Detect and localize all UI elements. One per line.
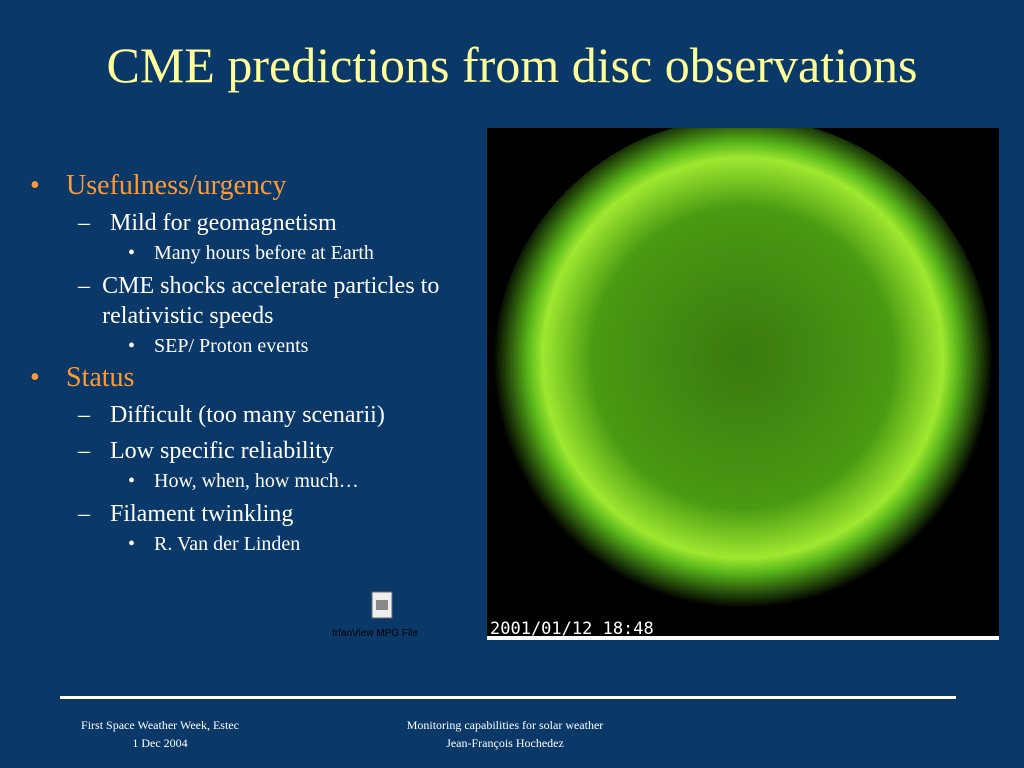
sub-bullet: – CME shocks accelerate particles to rela… <box>78 271 490 331</box>
sub-bullet: – Mild for geomagnetism <box>78 208 490 238</box>
footer-text: 1 Dec 2004 <box>132 736 188 750</box>
bullet-marker: • <box>128 242 136 264</box>
footer-text: Monitoring capabilities for solar weathe… <box>406 718 604 732</box>
bullet-text: Mild for geomagnetism <box>110 210 337 236</box>
bullet-marker: • <box>30 170 40 201</box>
bullet-marker: • <box>128 470 136 492</box>
file-icon[interactable] <box>368 590 398 622</box>
bullet-marker: – <box>78 501 90 527</box>
bullet: • Status <box>30 362 490 394</box>
bullet-text: Usefulness/urgency <box>66 170 287 201</box>
title: CME predictions from disc observations <box>106 37 918 93</box>
bullet-marker: – <box>78 210 90 236</box>
sub-bullet: – Low specific reliability <box>78 436 490 466</box>
sub-sub-bullet: • How, when, how much… <box>128 470 490 493</box>
bullet-marker: • <box>128 335 136 357</box>
bullet: • Usefulness/urgency <box>30 170 490 202</box>
bullet-marker: • <box>128 533 136 555</box>
sub-bullet: – Difficult (too many scenarii) <box>78 400 490 430</box>
footer-text: First Space Weather Week, Estec <box>81 718 239 732</box>
footer-left: First Space Weather Week, Estec 1 Dec 20… <box>50 716 270 752</box>
footer-text: Jean-François Hochedez <box>446 736 564 750</box>
sub-bullet: – Filament twinkling <box>78 499 490 529</box>
footer-rule <box>60 696 956 699</box>
bullet-text: How, when, how much… <box>154 470 359 492</box>
bullet-text: Difficult (too many scenarii) <box>110 402 385 428</box>
bullet-marker: – <box>78 438 90 464</box>
sun-image <box>487 128 999 640</box>
bullet-text: Status <box>66 362 135 393</box>
bullet-list: • Usefulness/urgency – Mild for geomagnetis… <box>30 166 490 560</box>
footer-right: Monitoring capabilities for solar weathe… <box>370 716 640 752</box>
bullet-text: R. Van der Linden <box>154 533 301 555</box>
bullet-text: SEP/ Proton events <box>154 335 309 357</box>
sub-sub-bullet: • Many hours before at Earth <box>128 242 490 265</box>
sub-sub-bullet: • SEP/ Proton events <box>128 335 490 358</box>
file-icon-label[interactable]: IrfanView MPG File <box>332 628 418 639</box>
timestamp: 2001/01/12 18:48 <box>490 619 654 639</box>
bullet-text: Filament twinkling <box>110 501 294 527</box>
bullet-text: Many hours before at Earth <box>154 242 374 264</box>
bullet-text: CME shocks accelerate particles to relat… <box>102 273 440 329</box>
bullet-marker: • <box>30 362 40 393</box>
bullet-text: Low specific reliability <box>110 438 334 464</box>
bullet-marker: – <box>78 273 90 299</box>
sub-sub-bullet: • R. Van der Linden <box>128 533 490 556</box>
bullet-marker: – <box>78 402 90 428</box>
